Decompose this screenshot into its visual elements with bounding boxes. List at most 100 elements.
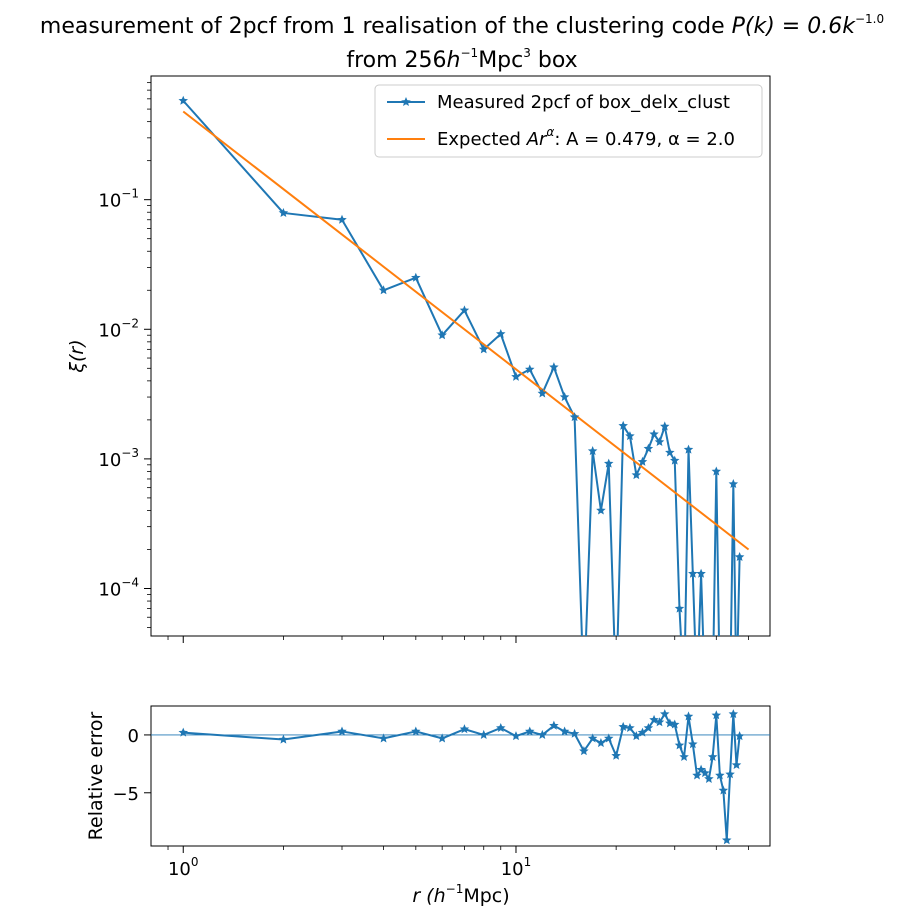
relative-error-point: [637, 727, 648, 737]
title-line2-h-exp: −1: [460, 46, 478, 60]
legend-expected-prefix: Expected: [437, 129, 527, 150]
measured-point: [674, 603, 685, 613]
legend-box: [374, 84, 763, 158]
title-line2-mpc: Mpc: [478, 48, 523, 73]
measured-point: [683, 444, 694, 454]
measured-point: [631, 470, 642, 480]
x-label-suffix: Mpc): [463, 885, 509, 907]
relative-error-point: [337, 726, 347, 736]
relative-error-point: [715, 770, 725, 780]
chart-title-line2: from 256h−1Mpc3 box: [346, 46, 577, 73]
bottom-plot-frame: [150, 705, 771, 847]
measured-point: [665, 447, 675, 457]
bottom-y-ticks: 0 −5: [112, 726, 151, 805]
measured-point: [669, 455, 680, 465]
measured-point: [278, 207, 289, 217]
measured-point: [637, 456, 648, 466]
relative-error-point: [679, 751, 689, 761]
x-label-exp: −1: [446, 882, 464, 896]
relative-error-point: [728, 709, 739, 719]
y-tick-label: 10−3: [98, 446, 139, 471]
measured-point: [559, 392, 570, 402]
relative-error-point: [683, 711, 694, 721]
relative-error-point: [669, 719, 680, 729]
measured-point: [734, 552, 745, 562]
relative-error-point: [725, 769, 735, 779]
top-plot-area: [178, 95, 750, 636]
title-line2-mpc-exp: 3: [523, 46, 531, 60]
expected-series-line: [182, 110, 750, 551]
chart-title-line1: measurement of 2pcf from 1 realisation o…: [40, 12, 884, 39]
x-tick-label: 101: [501, 855, 532, 880]
relative-error-point: [411, 726, 421, 736]
measured-point: [654, 437, 665, 447]
bottom-panel: 100 101 0 −5 Relative error r (h−1Mpc): [85, 705, 771, 907]
relative-error-point: [596, 738, 606, 748]
measured-point: [728, 479, 739, 489]
legend-expected-math: Ar: [526, 129, 548, 150]
relative-error-point: [378, 733, 389, 743]
measured-point: [411, 272, 421, 282]
relative-error-point: [704, 773, 714, 783]
legend: Measured 2pcf of box_delx_clust Expected…: [374, 84, 763, 158]
relative-error-point: [643, 722, 654, 733]
x-tick-label: 100: [168, 855, 199, 880]
title-line2-h: h: [447, 48, 461, 73]
measured-point: [378, 285, 389, 295]
relative-error-point: [496, 722, 506, 733]
measured-point: [660, 421, 670, 431]
bottom-y-tick-label: 0: [128, 726, 139, 747]
relative-error-point: [178, 727, 188, 737]
measured-point: [649, 429, 659, 439]
relative-error-point: [718, 785, 729, 795]
measured-point: [437, 330, 447, 340]
relative-error-point: [549, 720, 559, 730]
relative-error-point: [459, 724, 470, 734]
bottom-plot-area: [151, 709, 770, 845]
y-tick-label: 10−1: [98, 187, 139, 212]
top-panel: 10−1 10−2 10−3 10−4 ξ(r) Measured 2pcf of b…: [66, 75, 771, 643]
legend-expected-suffix: : A = 0.479, α = 2.0: [554, 129, 735, 150]
relative-error-point: [660, 709, 670, 719]
measured-point: [537, 388, 548, 398]
relative-error-point: [603, 733, 614, 743]
x-label-h: h: [434, 885, 446, 907]
bottom-y-axis-label: Relative error: [85, 711, 107, 840]
relative-error-point: [559, 726, 570, 736]
relative-error-point: [611, 750, 621, 760]
relative-error-point: [618, 721, 628, 731]
relative-error-point: [625, 722, 635, 733]
top-x-ticks: [167, 636, 749, 643]
title-line2-prefix: from 256: [346, 48, 446, 73]
measured-point: [625, 431, 635, 441]
relative-error-point: [278, 734, 289, 744]
measured-point: [549, 362, 559, 372]
bottom-y-tick-label: −5: [112, 784, 139, 805]
top-y-axis-label: ξ(r): [66, 339, 88, 373]
y-tick-label: 10−2: [98, 316, 139, 341]
relative-error-point: [654, 717, 665, 727]
relative-error-point: [700, 768, 710, 778]
relative-error-point: [711, 710, 722, 720]
title-line1-math: P(k) = 0.6k: [732, 14, 857, 39]
top-y-ticks: 10−1 10−2 10−3 10−4: [98, 82, 151, 628]
relative-error-point: [631, 731, 642, 741]
measured-point: [711, 466, 722, 476]
relative-error-point: [537, 729, 548, 739]
relative-error-point: [734, 731, 745, 741]
y-tick-label: 10−4: [98, 575, 139, 600]
title-line1-prefix: measurement of 2pcf from 1 realisation o…: [40, 14, 732, 39]
relative-error-point: [569, 728, 580, 738]
measured-point: [459, 305, 470, 315]
measured-point: [688, 568, 698, 578]
measured-point: [587, 446, 598, 456]
measured-point: [643, 443, 654, 453]
relative-error-point: [478, 729, 489, 739]
relative-error-point: [437, 733, 447, 743]
relative-error-point: [707, 751, 718, 761]
legend-measured-label: Measured 2pcf of box_delx_clust: [437, 92, 730, 113]
title-line2-suffix: box: [531, 48, 578, 73]
legend-expected-exp: α: [546, 125, 554, 139]
measured-point: [596, 505, 606, 515]
measured-point: [511, 371, 521, 381]
